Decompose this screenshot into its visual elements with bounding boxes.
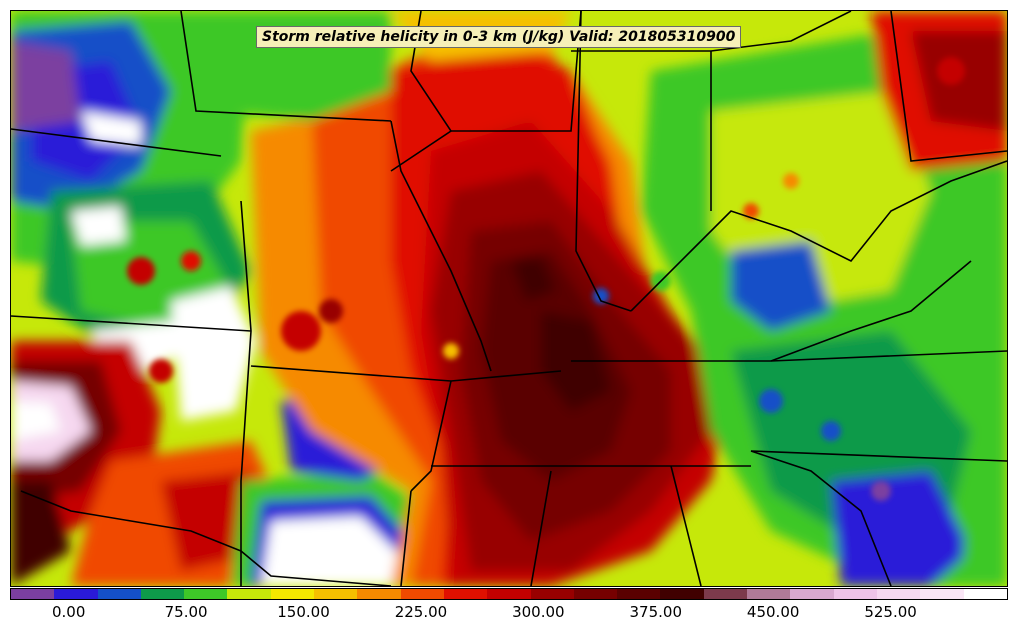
colorbar-swatch <box>227 589 271 599</box>
colorbar-swatch <box>487 589 531 599</box>
colorbar-swatch <box>876 589 921 599</box>
colorbar-tick-label: 0.00 <box>52 603 86 621</box>
colorbar <box>10 588 1008 600</box>
colorbar-tick-label: 450.00 <box>746 603 800 621</box>
colorbar-swatch <box>790 589 834 599</box>
colorbar-tick-label: 75.00 <box>164 603 208 621</box>
map-title: Storm relative helicity in 0-3 km (J/kg)… <box>256 26 742 48</box>
colorbar-tick-label: 150.00 <box>277 603 330 621</box>
colorbar-swatch <box>747 589 791 599</box>
helicity-contours <box>11 11 1007 586</box>
colorbar-tick-label: 525.00 <box>864 603 917 621</box>
helicity-map: Storm relative helicity in 0-3 km (J/kg)… <box>10 10 1008 587</box>
colorbar-swatch <box>703 589 748 599</box>
colorbar-swatch <box>54 589 98 599</box>
colorbar-tick-label: 300.00 <box>512 603 565 621</box>
colorbar-swatch <box>833 589 877 599</box>
colorbar-swatch <box>357 589 401 599</box>
colorbar-swatch <box>140 589 185 599</box>
colorbar-swatch <box>963 589 1007 599</box>
colorbar-swatch <box>270 589 315 599</box>
state-boundaries <box>11 11 1007 586</box>
colorbar-swatch <box>184 589 228 599</box>
colorbar-swatch <box>660 589 704 599</box>
helicity-field <box>11 11 1007 586</box>
colorbar-swatch <box>530 589 574 599</box>
colorbar-tick-label: 375.00 <box>629 603 683 621</box>
colorbar-swatch <box>11 589 55 599</box>
colorbar-swatch <box>400 589 444 599</box>
colorbar-swatch <box>443 589 488 599</box>
colorbar-tick-label: 225.00 <box>394 603 448 621</box>
colorbar-swatch <box>573 589 618 599</box>
colorbar-swatch <box>97 589 141 599</box>
colorbar-swatch <box>617 589 661 599</box>
colorbar-swatch <box>920 589 964 599</box>
colorbar-swatch <box>314 589 358 599</box>
colorbar-tick-labels: 0.00 75.00 150.00 225.00 300.00 375.00 450.00 5… <box>10 603 1008 625</box>
